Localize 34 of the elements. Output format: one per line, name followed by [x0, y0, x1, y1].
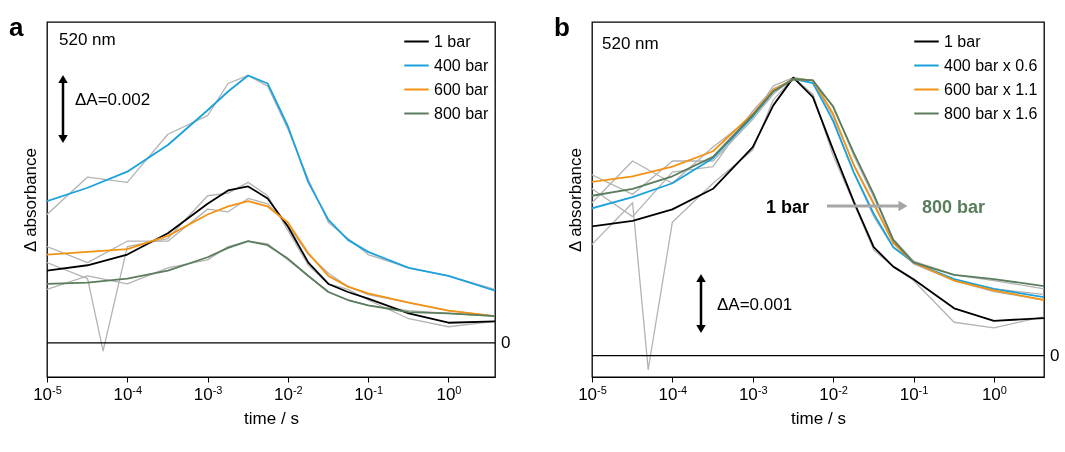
legend-label: 800 bar: [434, 104, 489, 122]
x-axis-title: time / s: [244, 408, 299, 428]
chart-title: a: [9, 12, 24, 42]
x-tick-label: 10$^{-3}$: [193, 383, 223, 404]
legend-label: 600 bar: [434, 80, 489, 98]
text: 520 nm: [59, 30, 116, 49]
x-tick-label: 10$^{0}$: [981, 383, 1007, 404]
legend-label: 1 bar: [434, 32, 472, 50]
chart-title: b: [554, 12, 570, 42]
legend-label: 600 bar x 1.1: [944, 80, 1038, 98]
x-tick-label: 10$^{-2}$: [819, 383, 848, 404]
ref-line-label: 0: [501, 332, 511, 352]
x-tick-label: 10$^{-2}$: [274, 383, 303, 404]
legend-label: 800 bar x 1.6: [944, 104, 1038, 122]
x-tick-label: 10$^{-1}$: [899, 383, 929, 404]
x-tick-label: 10$^{-4}$: [658, 383, 688, 404]
annotation: 800 bar: [922, 197, 986, 217]
annotation: ΔA=0.001: [717, 295, 793, 314]
annotation: ΔA=0.002: [75, 90, 151, 109]
y-axis-title: Δ absorbance: [565, 148, 585, 252]
x-tick-label: 10$^{-1}$: [354, 383, 384, 404]
text: 520 nm: [602, 34, 659, 53]
ref-line-label: 0: [1050, 345, 1060, 365]
annotation: 1 bar: [765, 197, 809, 217]
x-axis-title: time / s: [791, 408, 846, 428]
legend-label: 400 bar x 0.6: [944, 56, 1038, 74]
x-tick-label: 10$^{0}$: [436, 383, 462, 404]
legend-label: 1 bar: [944, 32, 982, 50]
x-tick-label: 10$^{-3}$: [738, 383, 768, 404]
x-tick-label: 10$^{-5}$: [578, 383, 607, 404]
x-tick-label: 10$^{-5}$: [33, 383, 62, 404]
y-axis-title: Δ absorbance: [20, 148, 40, 252]
x-tick-label: 10$^{-4}$: [113, 383, 143, 404]
legend-label: 400 bar: [434, 56, 489, 74]
